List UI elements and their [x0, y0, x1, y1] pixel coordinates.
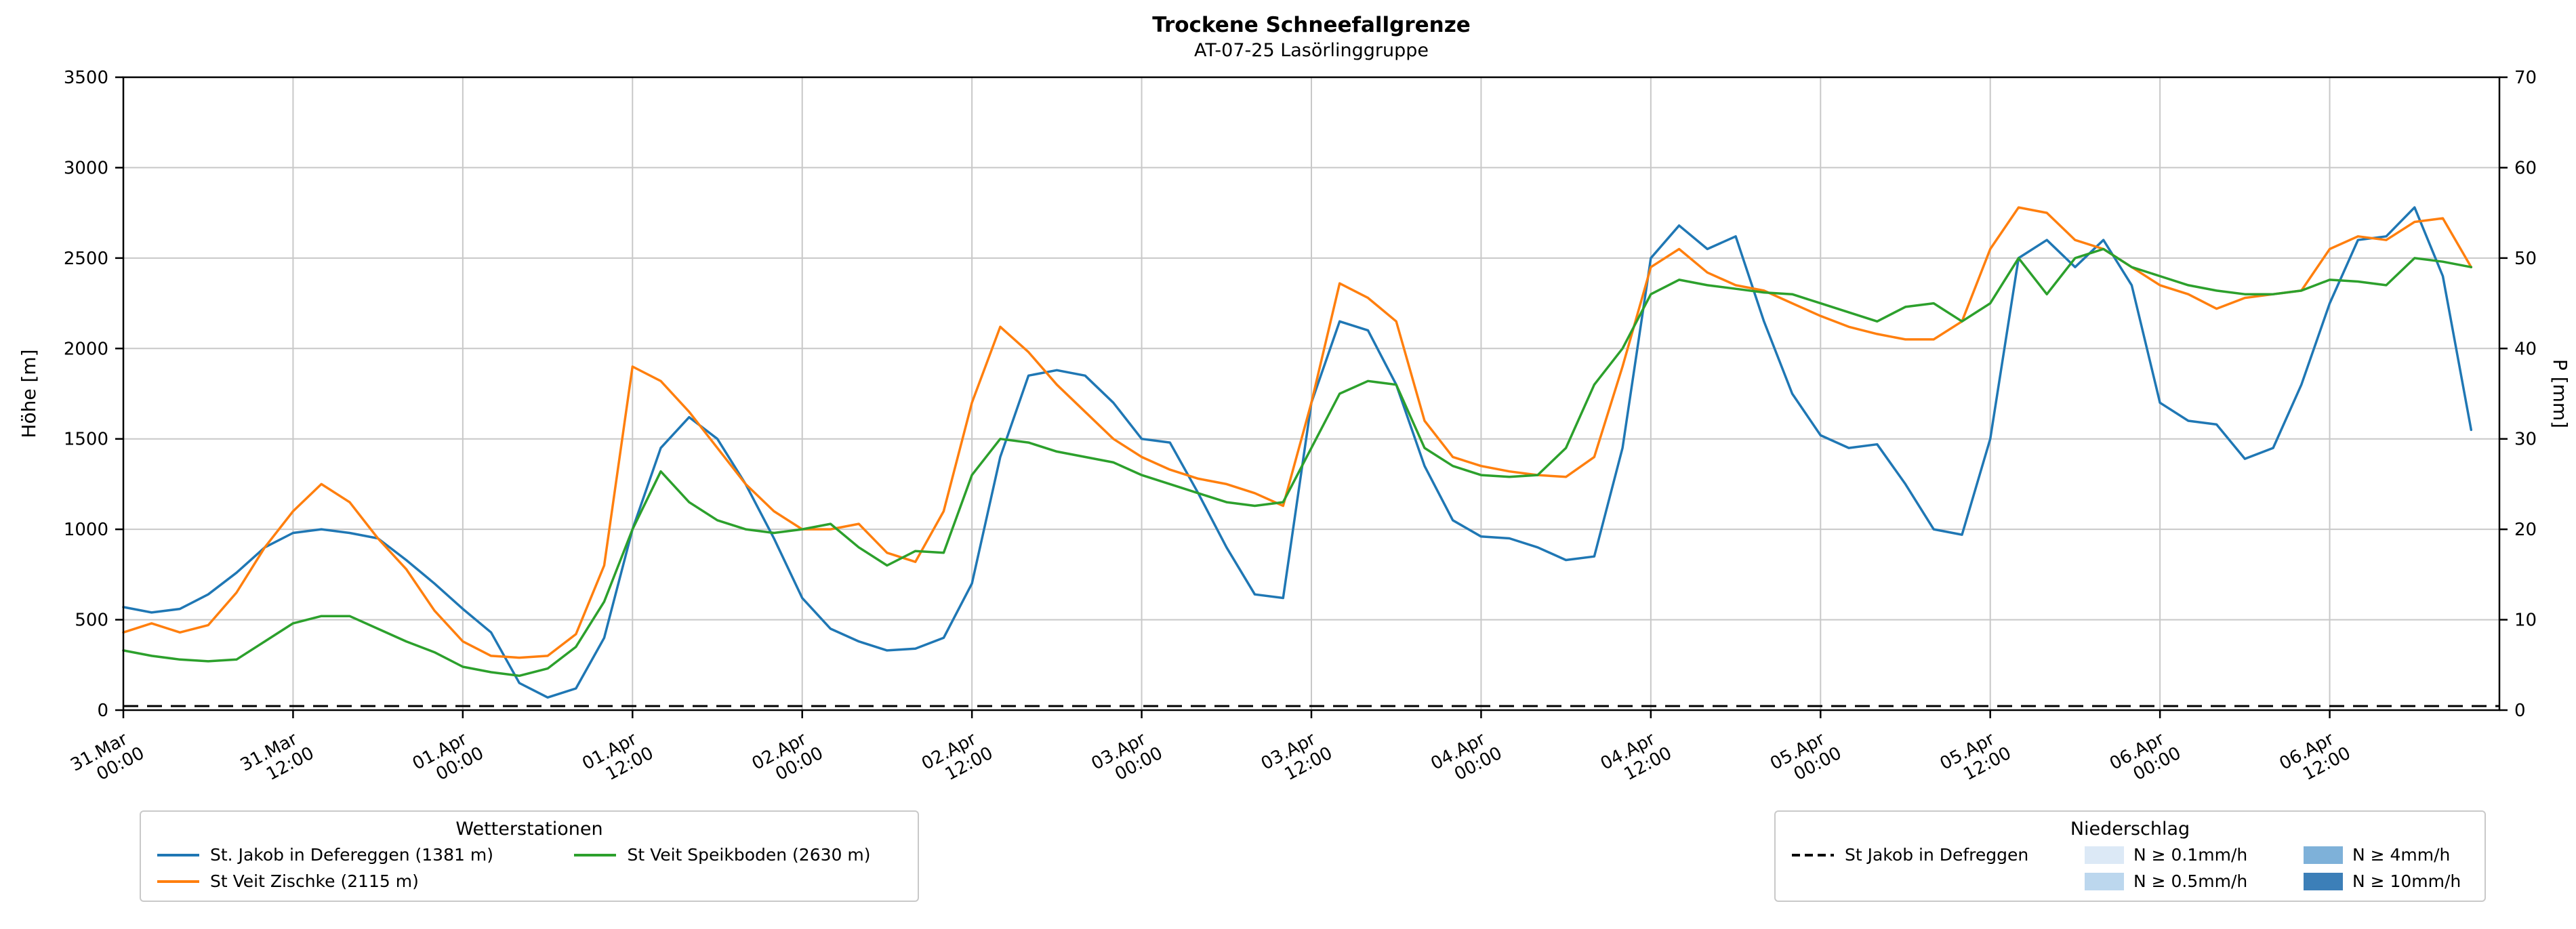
- ytick-right-label: 20: [2514, 520, 2537, 540]
- ytick-left-label: 1500: [64, 430, 108, 450]
- xtick-label: 02.Apr12:00: [918, 725, 996, 792]
- svg-text:01.Apr00:00: 01.Apr00:00: [409, 725, 487, 792]
- chart-title: Trockene Schneefallgrenze: [1152, 13, 1471, 37]
- legend-item-label: St. Jakob in Defereggen (1381 m): [210, 845, 493, 865]
- xtick-label: 03.Apr12:00: [1258, 725, 1336, 792]
- legend-item: St Veit Zischke (2115 m): [156, 871, 525, 891]
- xtick-label: 31.Mar12:00: [237, 725, 318, 793]
- xtick-label: 01.Apr12:00: [579, 725, 657, 792]
- svg-text:05.Apr00:00: 05.Apr00:00: [1767, 725, 1845, 792]
- ytick-right-label: 50: [2514, 249, 2537, 269]
- xtick-label: 02.Apr00:00: [749, 725, 827, 792]
- legend-line-sample: [157, 880, 199, 883]
- svg-text:04.Apr12:00: 04.Apr12:00: [1597, 725, 1675, 792]
- legend-item-label: N ≥ 10mm/h: [2352, 871, 2461, 891]
- title-block: Trockene Schneefallgrenze AT-07-25 Lasör…: [123, 12, 2499, 62]
- xtick-label: 31.Mar00:00: [67, 725, 148, 793]
- xtick-label: 03.Apr00:00: [1088, 725, 1166, 792]
- ytick-left-label: 500: [75, 611, 108, 631]
- legend-item: St Veit Speikboden (2630 m): [573, 845, 903, 865]
- legend-patch-swatch: [2084, 872, 2124, 890]
- legend-patch-swatch: [2303, 846, 2343, 864]
- xtick-label: 04.Apr12:00: [1597, 725, 1675, 792]
- legend-item: St. Jakob in Defereggen (1381 m): [156, 845, 525, 865]
- chart-subtitle: AT-07-25 Lasörlinggruppe: [1194, 39, 1429, 61]
- ytick-left-label: 2000: [64, 339, 108, 359]
- svg-text:03.Apr12:00: 03.Apr12:00: [1258, 725, 1336, 792]
- legend-item-label: N ≥ 0.5mm/h: [2133, 871, 2248, 891]
- legend-patch-swatch: [2303, 872, 2343, 890]
- ytick-left-label: 2500: [64, 249, 108, 269]
- legend-item-label: N ≥ 0.1mm/h: [2133, 845, 2248, 865]
- ytick-right-label: 60: [2514, 158, 2537, 178]
- legend-item: N ≥ 0.5mm/h: [2084, 871, 2256, 891]
- xtick-label: 05.Apr00:00: [1767, 725, 1845, 792]
- ytick-right-label: 70: [2514, 68, 2537, 88]
- y-axis-label-left: Höhe [m]: [18, 349, 40, 438]
- ytick-left-label: 1000: [64, 520, 108, 540]
- legend-item: St Jakob in Defreggen: [1791, 845, 2037, 865]
- svg-text:04.Apr00:00: 04.Apr00:00: [1427, 725, 1505, 792]
- legend-item: N ≥ 4mm/h: [2303, 845, 2470, 865]
- legend-item-label: N ≥ 4mm/h: [2352, 845, 2451, 865]
- legend-item-label: St Veit Speikboden (2630 m): [627, 845, 871, 865]
- svg-text:31.Mar12:00: 31.Mar12:00: [237, 725, 318, 793]
- svg-text:01.Apr12:00: 01.Apr12:00: [579, 725, 657, 792]
- ytick-right-label: 0: [2514, 701, 2526, 721]
- legend-item: N ≥ 10mm/h: [2303, 871, 2470, 891]
- legend-wetterstationen-items: St. Jakob in Defereggen (1381 m) St Veit …: [156, 845, 903, 891]
- svg-text:06.Apr00:00: 06.Apr00:00: [2106, 725, 2184, 792]
- legend-wetterstationen: Wetterstationen St. Jakob in Defereggen …: [140, 810, 919, 902]
- legend-niederschlag-title: Niederschlag: [2070, 819, 2190, 840]
- svg-text:06.Apr12:00: 06.Apr12:00: [2276, 725, 2354, 792]
- legend-patch-swatch: [2084, 846, 2124, 864]
- xtick-label: 04.Apr00:00: [1427, 725, 1505, 792]
- ytick-left-label: 0: [97, 701, 108, 721]
- ytick-right-label: 40: [2514, 339, 2537, 359]
- xtick-label: 01.Apr00:00: [409, 725, 487, 792]
- legend-dashed-line-sample: [1792, 853, 1834, 856]
- legend-item-label: St Veit Zischke (2115 m): [210, 871, 419, 891]
- svg-text:03.Apr00:00: 03.Apr00:00: [1088, 725, 1166, 792]
- series-line: [122, 206, 2473, 659]
- legend-line-sample: [157, 853, 199, 856]
- svg-text:Höhe [m]: Höhe [m]: [18, 349, 40, 438]
- svg-text:31.Mar00:00: 31.Mar00:00: [67, 725, 148, 793]
- series-line: [122, 247, 2473, 678]
- svg-text:P [mm]: P [mm]: [2549, 359, 2571, 428]
- ytick-left-label: 3000: [64, 158, 108, 178]
- xtick-label: 06.Apr00:00: [2106, 725, 2184, 792]
- legend-item: N ≥ 0.1mm/h: [2084, 845, 2256, 865]
- y-axis-label-right: P [mm]: [2549, 359, 2571, 428]
- legend-wetterstationen-title: Wetterstationen: [455, 819, 603, 840]
- legend-item-label: St Jakob in Defreggen: [1845, 845, 2029, 865]
- xtick-label: 06.Apr12:00: [2276, 725, 2354, 792]
- svg-text:05.Apr12:00: 05.Apr12:00: [1937, 725, 2015, 792]
- ytick-right-label: 30: [2514, 430, 2537, 450]
- legend-niederschlag: Niederschlag St Jakob in Defreggen N ≥ 0.…: [1774, 810, 2486, 902]
- legend-line-sample: [574, 853, 617, 856]
- legend-niederschlag-items: St Jakob in Defreggen N ≥ 0.1mm/h N ≥ 0.5m…: [1791, 845, 2470, 891]
- ytick-left-label: 3500: [64, 68, 108, 88]
- xtick-label: 05.Apr12:00: [1937, 725, 2015, 792]
- svg-text:02.Apr12:00: 02.Apr12:00: [918, 725, 996, 792]
- svg-text:02.Apr00:00: 02.Apr00:00: [749, 725, 827, 792]
- ytick-right-label: 10: [2514, 611, 2537, 631]
